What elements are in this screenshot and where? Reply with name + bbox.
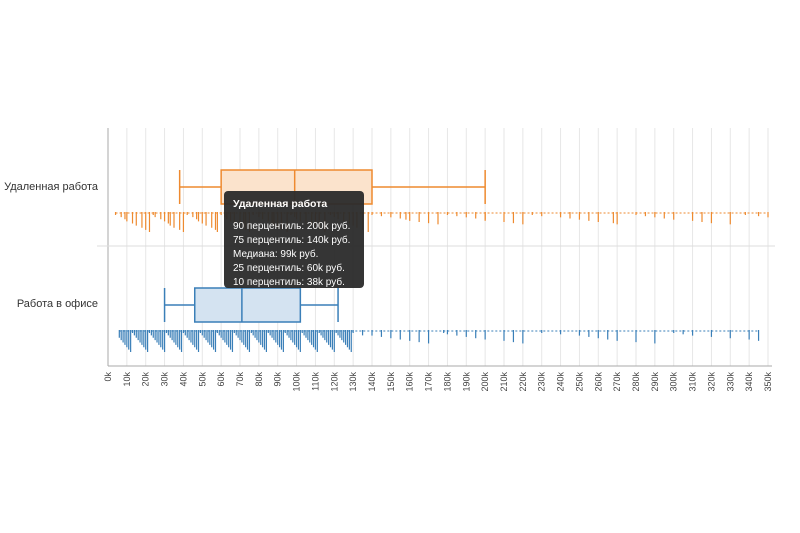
x-tick-label: 330k [725, 372, 735, 392]
tooltip-title: Удаленная работа [233, 198, 328, 210]
x-tick-label: 250k [574, 372, 584, 392]
x-tick-label: 100k [292, 372, 302, 392]
x-tick-label: 270k [612, 372, 622, 392]
box [193, 287, 302, 323]
x-tick-label: 350k [763, 372, 773, 392]
x-tick-label: 30k [160, 372, 170, 387]
x-tick-label: 200k [480, 372, 490, 392]
x-tick-label: 260k [593, 372, 603, 392]
x-tick-label: 80k [254, 372, 264, 387]
tooltip-p90: 90 перцентиль: 200k руб. [233, 221, 351, 232]
tooltip-p75: 75 перцентиль: 140k руб. [233, 235, 351, 246]
x-tick-label: 10k [122, 372, 132, 387]
x-tick-label: 210k [499, 372, 509, 392]
x-tick-label: 40k [178, 372, 188, 387]
x-tick-label: 280k [631, 372, 641, 392]
x-tick-label: 340k [744, 372, 754, 392]
x-tick-label: 120k [329, 372, 339, 392]
x-tick-label: 190k [461, 372, 471, 392]
x-tick-label: 300k [669, 372, 679, 392]
x-tick-label: 180k [442, 372, 452, 392]
x-tick-label: 290k [650, 372, 660, 392]
x-tick-label: 140k [367, 372, 377, 392]
x-tick-label: 150k [386, 372, 396, 392]
tooltip-median: Медиана: 99k руб. [233, 249, 319, 260]
x-tick-label: 310k [688, 372, 698, 392]
x-tick-label: 130k [348, 372, 358, 392]
x-tick-label: 240k [556, 372, 566, 392]
x-tick-label: 0k [103, 372, 113, 382]
x-tick-label: 170k [424, 372, 434, 392]
tooltip-p10: 10 перцентиль: 38k руб. [233, 277, 345, 288]
x-tick-label: 160k [405, 372, 415, 392]
x-tick-label: 70k [235, 372, 245, 387]
x-tick-label: 90k [273, 372, 283, 387]
x-tick-label: 50k [197, 372, 207, 387]
category-label: Работа в офисе [17, 298, 98, 310]
x-tick-label: 220k [518, 372, 528, 392]
tooltip: Удаленная работа 90 перцентиль: 200k руб… [224, 191, 364, 288]
x-tick-label: 20k [141, 372, 151, 387]
x-tick-label: 110k [310, 372, 320, 391]
x-tick-label: 320k [706, 372, 716, 392]
category-label: Удаленная работа [4, 181, 99, 193]
tooltip-p25: 25 перцентиль: 60k руб. [233, 263, 345, 274]
x-tick-label: 230k [537, 372, 547, 392]
x-tick-label: 60k [216, 372, 226, 387]
